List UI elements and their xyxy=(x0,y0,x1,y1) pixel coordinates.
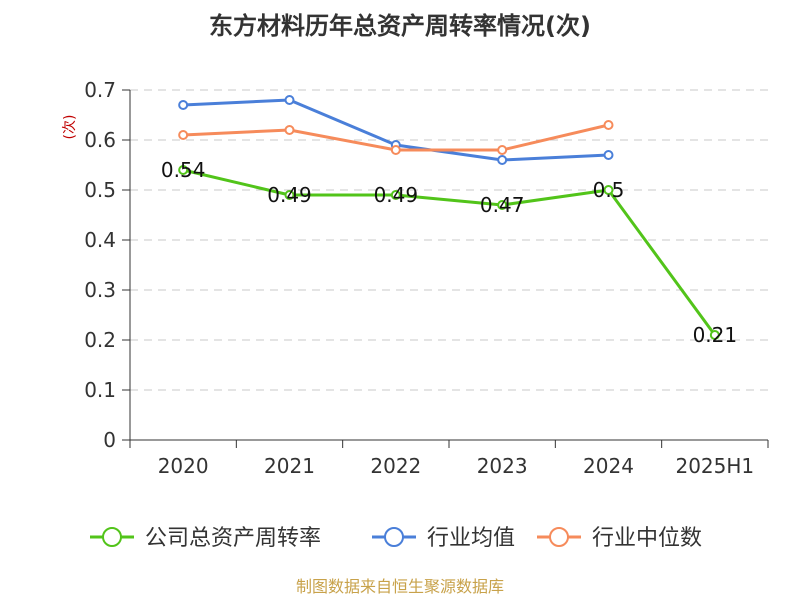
data-point[interactable] xyxy=(497,200,508,210)
data-point[interactable] xyxy=(284,95,295,105)
legend[interactable]: 公司总资产周转率 行业均值 行业中位数 xyxy=(90,526,702,551)
data-point[interactable] xyxy=(709,330,720,340)
data-point[interactable] xyxy=(603,185,614,195)
data-point[interactable] xyxy=(178,100,189,110)
y-tick-label: 0.5 xyxy=(84,178,116,202)
data-label: 0.47 xyxy=(480,193,525,217)
x-tick-label: 2023 xyxy=(477,454,528,478)
series-line xyxy=(181,168,717,337)
legend-marker xyxy=(102,527,122,547)
y-tick-label: 0.6 xyxy=(84,128,116,152)
legend-marker xyxy=(384,527,404,547)
data-point[interactable] xyxy=(603,150,614,160)
y-tick-label: 0.3 xyxy=(84,278,116,302)
data-point[interactable] xyxy=(284,125,295,135)
y-tick-label: 0.2 xyxy=(84,328,116,352)
data-point[interactable] xyxy=(497,155,508,165)
legend-label: 行业均值 xyxy=(427,526,515,551)
series-1 xyxy=(178,165,720,340)
chart-title: 东方材料历年总资产周转率情况(次) xyxy=(209,12,591,40)
x-tick-label: 2022 xyxy=(370,454,421,478)
data-label: 0.5 xyxy=(593,178,625,202)
x-tick-label: 2024 xyxy=(583,454,634,478)
data-label: 0.49 xyxy=(267,183,312,207)
data-label: 0.21 xyxy=(693,323,738,347)
series-3 xyxy=(178,120,614,155)
source-note: 制图数据来自恒生聚源数据库 xyxy=(296,577,504,596)
y-tick-label: 0.7 xyxy=(84,78,116,102)
y-tick-label: 0.1 xyxy=(84,378,116,402)
data-point[interactable] xyxy=(390,145,401,155)
y-axis-label: (次) xyxy=(62,115,78,140)
x-tick-label: 2021 xyxy=(264,454,315,478)
legend-marker xyxy=(549,527,569,547)
data-label: 0.49 xyxy=(374,183,419,207)
legend-item[interactable]: 行业均值 xyxy=(372,526,515,551)
data-point[interactable] xyxy=(390,190,401,200)
y-tick-label: 0 xyxy=(103,428,116,452)
data-label: 0.54 xyxy=(161,158,206,182)
legend-label: 行业中位数 xyxy=(592,526,702,551)
data-point[interactable] xyxy=(178,130,189,140)
grid-lines xyxy=(130,89,768,391)
series-layer: 0.54 0.49 0.49 0.47 0.5 0.21 xyxy=(161,95,738,347)
y-tick-label: 0.4 xyxy=(84,228,116,252)
legend-item[interactable]: 公司总资产周转率 xyxy=(90,526,321,551)
axes: 0 0.1 0.2 0.3 0.4 0.5 0.6 0.7 2020 2021 2022 2023 20… xyxy=(84,78,769,478)
data-point[interactable] xyxy=(284,190,295,200)
x-tick-label: 2025H1 xyxy=(675,454,754,478)
legend-item[interactable]: 行业中位数 xyxy=(537,526,702,551)
x-tick-label: 2020 xyxy=(158,454,209,478)
legend-label: 公司总资产周转率 xyxy=(145,526,321,551)
data-point[interactable] xyxy=(178,165,189,175)
data-point[interactable] xyxy=(497,145,508,155)
data-point[interactable] xyxy=(603,120,614,130)
